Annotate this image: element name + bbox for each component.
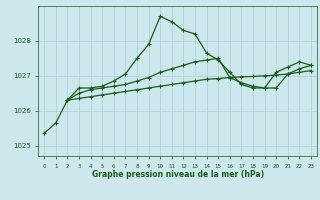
X-axis label: Graphe pression niveau de la mer (hPa): Graphe pression niveau de la mer (hPa) (92, 170, 264, 179)
